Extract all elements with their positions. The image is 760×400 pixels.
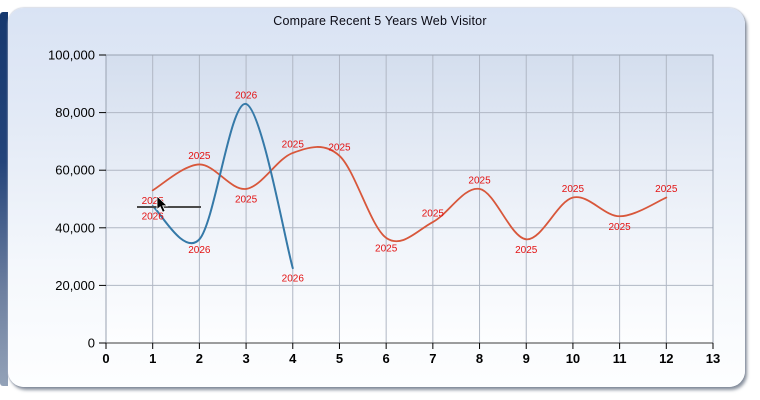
x-axis-label: 11 <box>613 351 627 366</box>
x-axis-label: 12 <box>659 351 673 366</box>
y-axis-label: 0 <box>88 336 95 351</box>
point-label-2025: 2025 <box>375 243 398 254</box>
point-label-2025: 2025 <box>515 245 538 256</box>
x-axis-label: 10 <box>566 351 580 366</box>
point-label-2025: 2025 <box>235 194 258 205</box>
x-axis-label: 7 <box>429 351 436 366</box>
point-label-2025: 2025 <box>422 209 445 220</box>
x-axis-label: 9 <box>523 351 530 366</box>
x-axis-label: 3 <box>242 351 249 366</box>
plot-area[interactable] <box>106 55 713 343</box>
point-label-2026: 2026 <box>282 274 305 285</box>
point-label-2026: 2026 <box>142 212 165 223</box>
y-axis-label: 20,000 <box>55 278 95 293</box>
point-label-2025: 2025 <box>142 196 165 207</box>
point-label-2025: 2025 <box>188 151 211 162</box>
chart-title: Compare Recent 5 Years Web Visitor <box>273 14 487 28</box>
x-axis-label: 8 <box>476 351 483 366</box>
x-axis-label: 2 <box>196 351 203 366</box>
x-axis-label: 1 <box>149 351 156 366</box>
x-axis-label: 6 <box>383 351 390 366</box>
point-label-2025: 2025 <box>655 184 678 195</box>
point-label-2025: 2025 <box>608 222 631 233</box>
y-axis-label: 80,000 <box>55 105 95 120</box>
point-label-2026: 2026 <box>188 245 211 256</box>
point-label-2025: 2025 <box>468 175 491 186</box>
series-line-2026 <box>151 102 294 270</box>
point-label-2026: 2026 <box>235 90 258 101</box>
point-label-2025: 2025 <box>562 184 585 195</box>
x-axis-label: 13 <box>706 351 720 366</box>
y-axis-label: 60,000 <box>55 163 95 178</box>
x-axis-label: 4 <box>289 351 297 366</box>
x-axis-label: 5 <box>336 351 343 366</box>
panel-accent-stripe <box>0 12 8 386</box>
y-axis-label: 100,000 <box>48 48 95 63</box>
mouse-cursor-icon <box>156 195 169 213</box>
point-label-2025: 2025 <box>282 139 305 150</box>
x-axis-label: 0 <box>102 351 109 366</box>
y-axis-label: 40,000 <box>55 220 95 235</box>
point-label-2025: 2025 <box>328 142 351 153</box>
series-line-2025 <box>151 146 668 243</box>
